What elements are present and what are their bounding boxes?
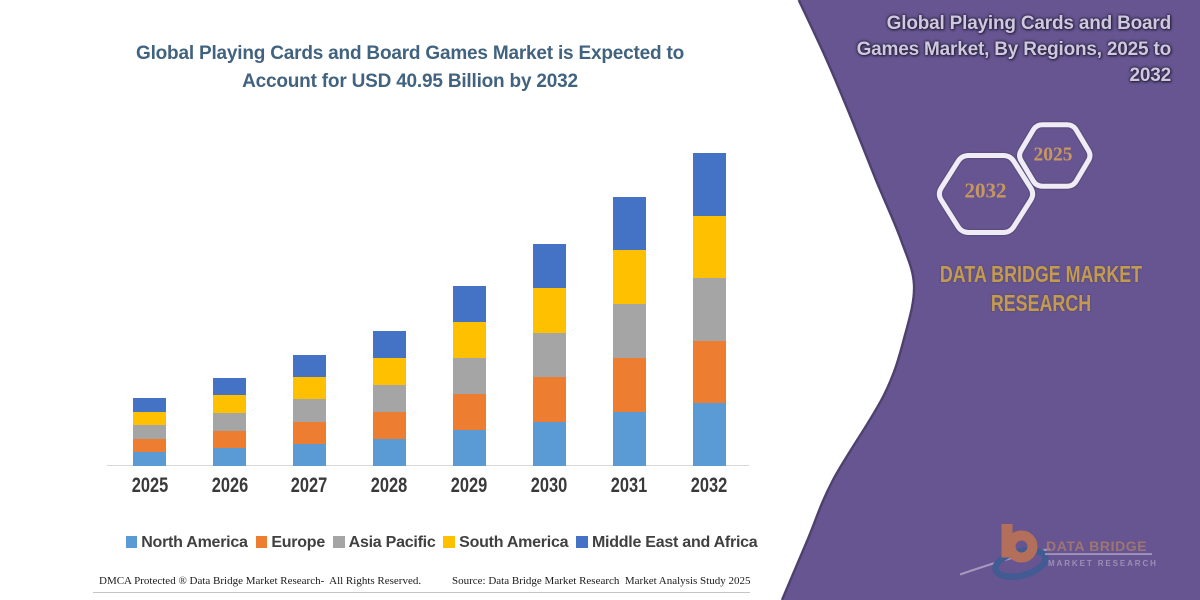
svg-text:MARKET RESEARCH: MARKET RESEARCH: [1048, 559, 1158, 568]
svg-text:2025: 2025: [1034, 145, 1073, 166]
svg-text:2032: 2032: [965, 179, 1007, 203]
svg-text:DATA BRIDGE: DATA BRIDGE: [1046, 538, 1147, 554]
